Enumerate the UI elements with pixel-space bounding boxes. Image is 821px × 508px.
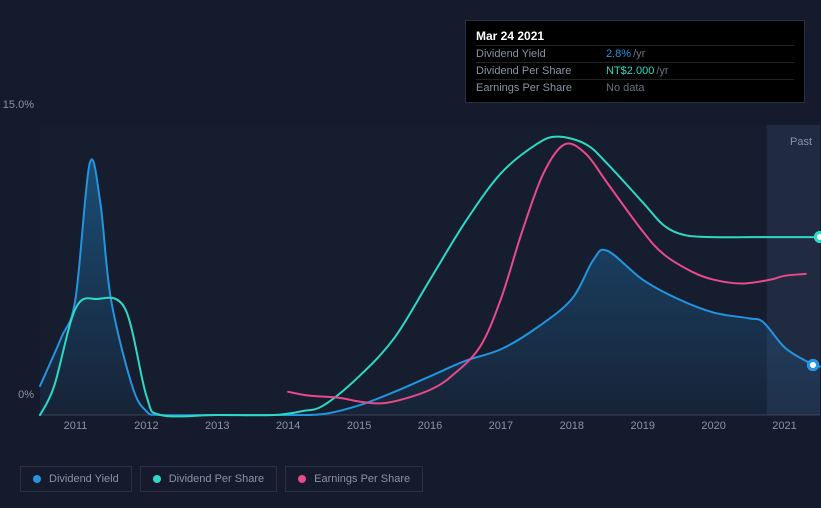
legend-label: Dividend Yield (49, 473, 119, 485)
tooltip-unit: /yr (656, 65, 668, 77)
legend-label: Earnings Per Share (314, 473, 410, 485)
legend-label: Dividend Per Share (169, 473, 264, 485)
tooltip-row: Dividend Per ShareNT$2.000 /yr (476, 62, 794, 79)
legend-item-dividend-per-share[interactable]: Dividend Per Share (140, 466, 277, 492)
chart-svg (40, 125, 820, 415)
legend-dot-icon (298, 475, 306, 483)
x-tick-label: 2015 (347, 420, 371, 432)
tooltip-key: Dividend Yield (476, 48, 606, 60)
x-tick-label: 2014 (276, 420, 300, 432)
tooltip-value: NT$2.000 (606, 65, 654, 77)
legend-item-dividend-yield[interactable]: Dividend Yield (20, 466, 132, 492)
tooltip-unit: /yr (633, 48, 645, 60)
x-tick-label: 2013 (205, 420, 229, 432)
legend: Dividend Yield Dividend Per Share Earnin… (20, 466, 423, 492)
x-tick-label: 2012 (134, 420, 158, 432)
x-tick-label: 2021 (772, 420, 796, 432)
x-tick-label: 2018 (560, 420, 584, 432)
past-label: Past (790, 136, 812, 148)
end-marker-dividend_yield (807, 359, 819, 371)
x-tick-label: 2011 (64, 420, 88, 432)
end-marker-dividend_per_share (814, 231, 821, 243)
tooltip-row: Dividend Yield2.8% /yr (476, 45, 794, 62)
tooltip-value: 2.8% (606, 48, 631, 60)
x-tick-label: 2016 (418, 420, 442, 432)
data-tooltip: Mar 24 2021 Dividend Yield2.8% /yrDivide… (465, 20, 805, 103)
tooltip-date: Mar 24 2021 (476, 27, 794, 45)
x-tick-label: 2020 (701, 420, 725, 432)
legend-dot-icon (153, 475, 161, 483)
plot-area[interactable] (40, 125, 820, 415)
tooltip-value: No data (606, 82, 645, 94)
y-tick-label: 15.0% (3, 99, 34, 111)
y-tick-label: 0% (18, 389, 34, 401)
tooltip-row: Earnings Per ShareNo data (476, 79, 794, 96)
x-tick-label: 2019 (630, 420, 654, 432)
x-tick-label: 2017 (489, 420, 513, 432)
legend-dot-icon (33, 475, 41, 483)
tooltip-key: Dividend Per Share (476, 65, 606, 77)
tooltip-key: Earnings Per Share (476, 82, 606, 94)
legend-item-earnings-per-share[interactable]: Earnings Per Share (285, 466, 423, 492)
